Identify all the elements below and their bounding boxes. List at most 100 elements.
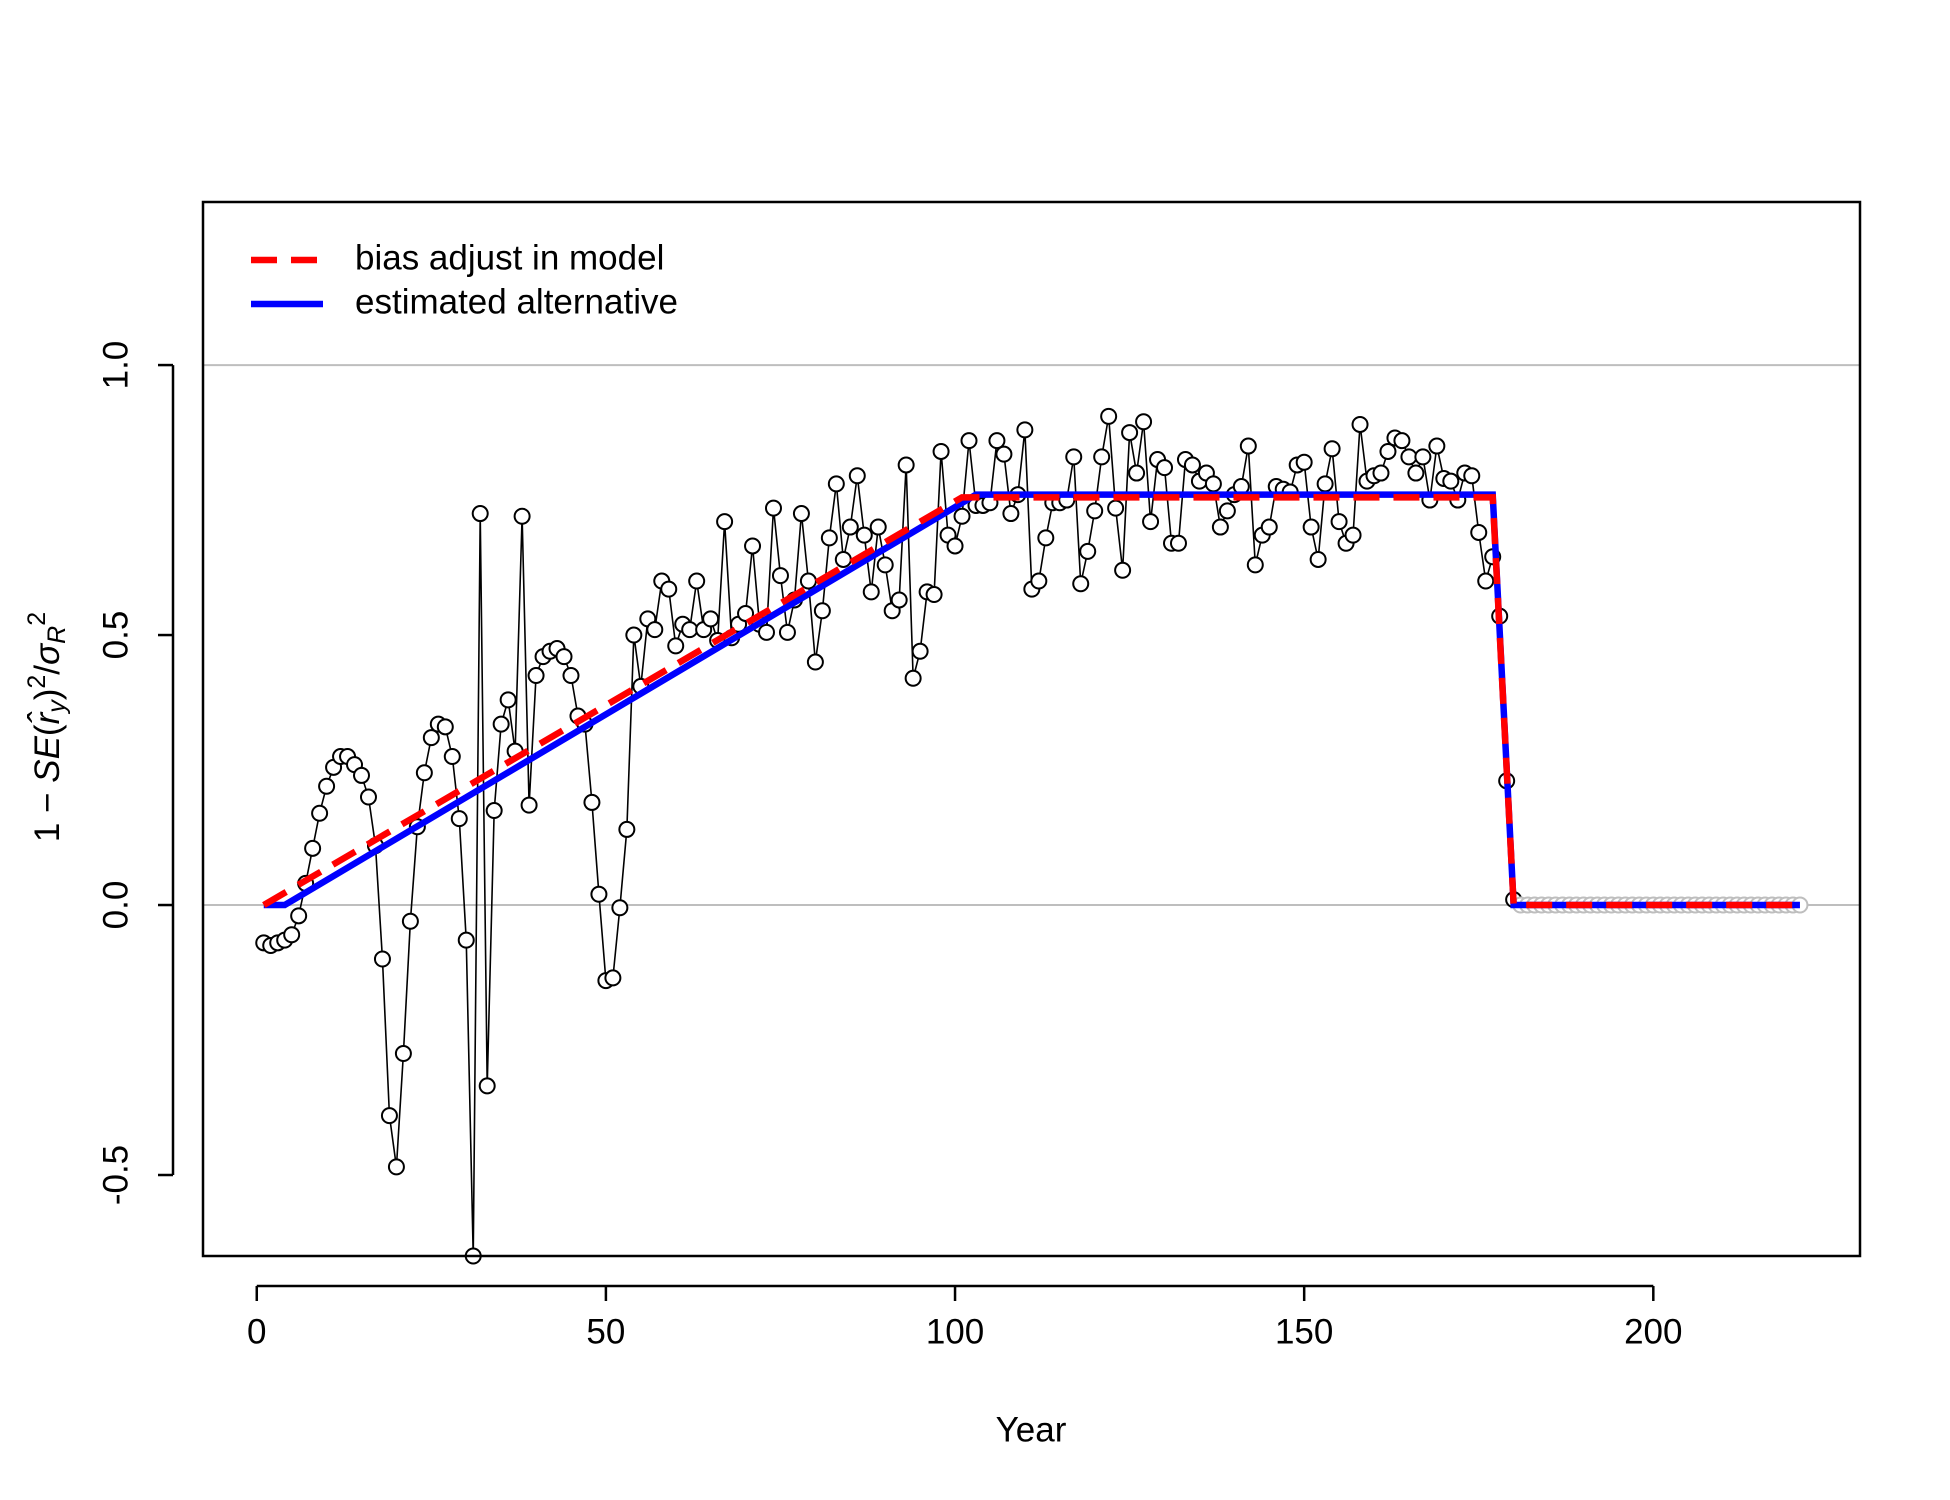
point	[1239, 437, 1257, 455]
point	[353, 766, 371, 784]
series-line	[262, 494, 1800, 909]
point	[590, 885, 608, 903]
y-tick-label: -0.5	[96, 1145, 135, 1205]
point	[1114, 561, 1132, 579]
point	[1086, 502, 1104, 520]
point	[1379, 442, 1397, 460]
point	[1246, 556, 1264, 574]
point	[820, 529, 838, 547]
point	[1079, 542, 1097, 560]
point	[1316, 475, 1334, 493]
point	[855, 526, 873, 544]
point	[499, 691, 517, 709]
point	[1135, 413, 1153, 431]
point	[1463, 467, 1481, 485]
point	[848, 467, 866, 485]
point	[387, 1158, 405, 1176]
y-label-part: 1 −	[28, 783, 67, 842]
x-axis-label: Year	[996, 1410, 1067, 1449]
point	[1169, 534, 1187, 552]
point	[1260, 518, 1278, 536]
point	[1121, 424, 1139, 442]
point	[555, 648, 573, 666]
point	[1156, 459, 1174, 477]
point	[1400, 448, 1418, 466]
y-label-part: (	[28, 724, 67, 736]
point	[660, 580, 678, 598]
point	[485, 802, 503, 820]
point	[960, 432, 978, 450]
point	[415, 764, 433, 782]
point	[443, 748, 461, 766]
point	[946, 537, 964, 555]
point	[1218, 502, 1236, 520]
point	[1183, 456, 1201, 474]
point	[995, 445, 1013, 463]
point	[304, 839, 322, 857]
point	[1100, 407, 1118, 425]
point	[1016, 421, 1034, 439]
point	[1323, 440, 1341, 458]
point	[401, 912, 419, 930]
point	[1002, 505, 1020, 523]
y-label-part: )	[28, 689, 67, 701]
point	[737, 604, 755, 622]
y-axis-label: 1 − SE(r̂y)2/σR2	[23, 612, 71, 842]
point	[380, 1107, 398, 1125]
point	[716, 513, 734, 531]
point	[359, 788, 377, 806]
point	[1211, 518, 1229, 536]
point	[1470, 523, 1488, 541]
y-label-part: σ	[28, 642, 67, 665]
y-label-part: R	[43, 626, 71, 644]
point	[702, 610, 720, 628]
point	[318, 777, 336, 795]
point	[988, 432, 1006, 450]
point	[778, 623, 796, 641]
point	[373, 950, 391, 968]
point	[1344, 526, 1362, 544]
point	[925, 586, 943, 604]
point	[1351, 415, 1369, 433]
point	[667, 637, 685, 655]
point	[1093, 448, 1111, 466]
point	[283, 926, 301, 944]
point	[1030, 572, 1048, 590]
point	[862, 583, 880, 601]
point	[771, 567, 789, 585]
y-label-part: y	[43, 699, 71, 715]
point	[611, 899, 629, 917]
point	[1330, 513, 1348, 531]
point	[1309, 550, 1327, 568]
point	[744, 537, 762, 555]
legend-label: bias adjust in model	[355, 238, 664, 277]
point	[1407, 464, 1425, 482]
point	[764, 499, 782, 517]
point	[1295, 453, 1313, 471]
point	[827, 475, 845, 493]
point	[1107, 499, 1125, 517]
y-label-part: r̂	[27, 711, 67, 724]
point	[527, 667, 545, 685]
point	[492, 715, 510, 733]
point	[876, 556, 894, 574]
y-label-part: /	[28, 665, 67, 675]
point	[792, 505, 810, 523]
point	[1065, 448, 1083, 466]
point	[681, 621, 699, 639]
point	[436, 718, 454, 736]
point	[904, 669, 922, 687]
point	[604, 969, 622, 987]
point	[1477, 572, 1495, 590]
point	[1393, 432, 1411, 450]
point	[583, 793, 601, 811]
point	[1372, 464, 1390, 482]
x-tick-label: 150	[1275, 1312, 1333, 1351]
y-label-part: 2	[23, 612, 51, 626]
connecting-line	[263, 416, 1515, 1257]
point	[1414, 448, 1432, 466]
point	[625, 626, 643, 644]
point	[457, 931, 475, 949]
